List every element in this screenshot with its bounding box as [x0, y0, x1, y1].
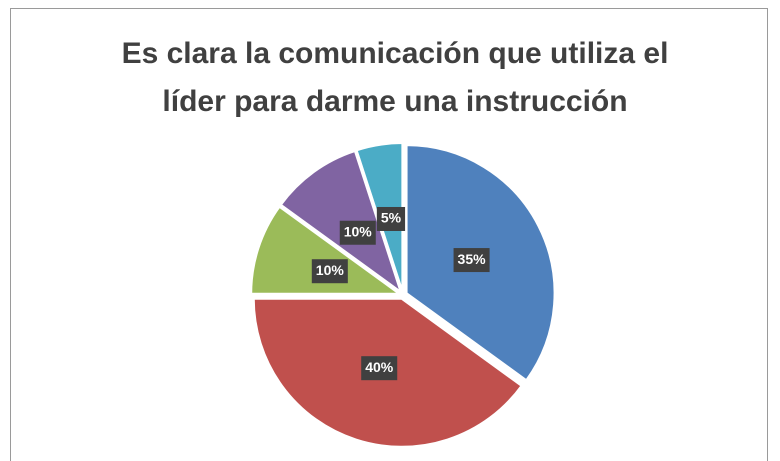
data-label: 10%: [316, 262, 345, 278]
data-label: 5%: [381, 210, 402, 226]
data-label-group: 40%: [361, 356, 398, 381]
data-label: 10%: [344, 223, 373, 239]
chart-frame: [10, 8, 768, 461]
data-label-box: [311, 259, 348, 284]
data-label-box: [376, 206, 406, 231]
data-label-box: [339, 220, 376, 245]
data-label-box: [453, 248, 490, 273]
data-label-box: [361, 356, 398, 381]
chart-title: Es clara la comunicación que utiliza el …: [121, 37, 669, 118]
data-label-group: 35%: [453, 248, 490, 273]
data-label: 35%: [458, 251, 487, 267]
data-label-group: 5%: [376, 206, 406, 231]
data-label-group: 10%: [311, 259, 348, 284]
data-label-group: 10%: [339, 220, 376, 245]
pie-slice: [250, 205, 403, 295]
data-label: 40%: [365, 359, 394, 375]
